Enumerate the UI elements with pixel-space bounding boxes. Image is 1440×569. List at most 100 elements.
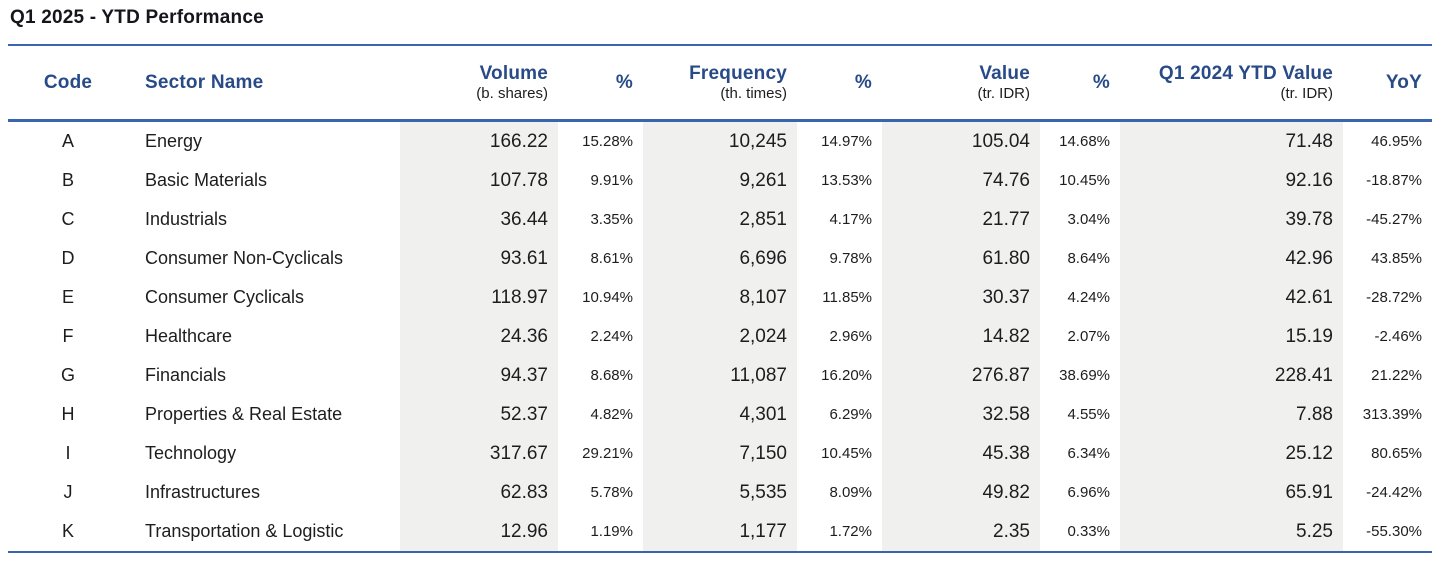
cell-value-pct: 2.07%	[1067, 328, 1110, 345]
cell-volume: 166.22	[400, 120, 558, 161]
cell-value-pct: 6.96%	[1067, 484, 1110, 501]
cell-yoy: -28.72%	[1366, 289, 1422, 306]
cell-sector: Industrials	[145, 209, 228, 229]
cell-q1-2024-ytd-value: 39.78	[1120, 200, 1343, 239]
column-header-code: Code	[8, 46, 128, 122]
column-header-sector-name: Sector Name	[128, 46, 400, 122]
cell-q1-2024-ytd-value: 92.16	[1120, 161, 1343, 200]
cell-frequency-pct: 6.29%	[829, 406, 872, 423]
sector-performance-table: Code Sector Name Volume (b. shares) % Fr…	[8, 46, 1432, 553]
cell-volume: 36.44	[400, 200, 558, 239]
cell-volume-pct: 15.28%	[582, 133, 633, 150]
cell-code: K	[61, 521, 74, 541]
cell-frequency-pct: 2.96%	[829, 328, 872, 345]
cell-value-pct: 4.55%	[1067, 406, 1110, 423]
cell-volume-pct: 4.82%	[590, 406, 633, 423]
cell-frequency: 7,150	[643, 434, 797, 473]
cell-volume-pct: 9.91%	[590, 172, 633, 189]
cell-volume-pct: 8.61%	[590, 250, 633, 267]
page-title: Q1 2025 - YTD Performance	[10, 7, 264, 28]
cell-q1-2024-ytd-value: 5.25	[1120, 512, 1343, 552]
cell-yoy: 313.39%	[1362, 406, 1422, 423]
cell-value-pct: 38.69%	[1059, 367, 1110, 384]
cell-sector: Energy	[145, 131, 203, 151]
cell-volume: 62.83	[400, 473, 558, 512]
table-row: H Properties & Real Estate 52.37 4.82% 4,301…	[8, 395, 1432, 434]
cell-value-pct: 3.04%	[1067, 211, 1110, 228]
cell-yoy: -18.87%	[1366, 172, 1422, 189]
cell-volume: 52.37	[400, 395, 558, 434]
cell-volume-pct: 1.19%	[590, 523, 633, 540]
cell-q1-2024-ytd-value: 42.96	[1120, 239, 1343, 278]
cell-frequency: 10,245	[643, 120, 797, 161]
column-unit-volume: (b. shares)	[476, 84, 548, 102]
cell-q1-2024-ytd-value: 7.88	[1120, 395, 1343, 434]
cell-volume: 94.37	[400, 356, 558, 395]
cell-value-pct: 6.34%	[1067, 445, 1110, 462]
cell-volume: 24.36	[400, 317, 558, 356]
top-rule	[8, 44, 1432, 46]
column-header-q1-2024-ytd-value: Q1 2024 YTD Value (tr. IDR)	[1120, 46, 1343, 122]
cell-frequency-pct: 8.09%	[829, 484, 872, 501]
cell-code: A	[61, 131, 74, 151]
cell-sector: Consumer Non-Cyclicals	[145, 248, 344, 268]
cell-volume-pct: 8.68%	[590, 367, 633, 384]
cell-sector: Infrastructures	[145, 482, 261, 502]
cell-q1-2024-ytd-value: 25.12	[1120, 434, 1343, 473]
column-unit-frequency: (th. times)	[720, 84, 787, 102]
cell-volume: 12.96	[400, 512, 558, 552]
cell-yoy: -55.30%	[1366, 523, 1422, 540]
cell-value: 21.77	[882, 200, 1040, 239]
cell-frequency: 6,696	[643, 239, 797, 278]
table-row: J Infrastructures 62.83 5.78% 5,535 8.09% 49.8…	[8, 473, 1432, 512]
cell-frequency-pct: 4.17%	[829, 211, 872, 228]
cell-yoy: 80.65%	[1371, 445, 1422, 462]
column-unit-value: (tr. IDR)	[977, 84, 1031, 102]
cell-code: F	[62, 326, 74, 346]
cell-volume-pct: 3.35%	[590, 211, 633, 228]
cell-frequency-pct: 9.78%	[829, 250, 872, 267]
cell-volume: 317.67	[400, 434, 558, 473]
cell-value-pct: 10.45%	[1059, 172, 1110, 189]
cell-sector: Transportation & Logistic	[145, 521, 344, 541]
cell-sector: Consumer Cyclicals	[145, 287, 305, 307]
cell-code: E	[61, 287, 74, 307]
cell-frequency: 11,087	[643, 356, 797, 395]
cell-code: D	[61, 248, 75, 268]
cell-volume: 93.61	[400, 239, 558, 278]
cell-sector: Basic Materials	[145, 170, 268, 190]
cell-value: 2.35	[882, 512, 1040, 552]
column-header-volume: Volume (b. shares)	[400, 46, 558, 122]
cell-value: 49.82	[882, 473, 1040, 512]
column-header-yoy: YoY	[1343, 46, 1432, 122]
cell-frequency: 5,535	[643, 473, 797, 512]
table-row: B Basic Materials 107.78 9.91% 9,261 13.53% 74…	[8, 161, 1432, 200]
cell-q1-2024-ytd-value: 228.41	[1120, 356, 1343, 395]
cell-frequency-pct: 14.97%	[821, 133, 872, 150]
table-row: D Consumer Non-Cyclicals 93.61 8.61% 6,696 9.…	[8, 239, 1432, 278]
cell-value: 276.87	[882, 356, 1040, 395]
cell-code: C	[61, 209, 75, 229]
cell-code: B	[61, 170, 74, 190]
cell-q1-2024-ytd-value: 65.91	[1120, 473, 1343, 512]
cell-code: G	[60, 365, 75, 385]
cell-frequency-pct: 16.20%	[821, 367, 872, 384]
cell-volume: 107.78	[400, 161, 558, 200]
cell-sector: Financials	[145, 365, 227, 385]
cell-frequency-pct: 13.53%	[821, 172, 872, 189]
cell-value: 105.04	[882, 120, 1040, 161]
cell-code: J	[63, 482, 73, 502]
cell-value-pct: 4.24%	[1067, 289, 1110, 306]
cell-sector: Healthcare	[145, 326, 233, 346]
cell-sector: Technology	[145, 443, 237, 463]
cell-frequency: 4,301	[643, 395, 797, 434]
column-unit-q1-2024-ytd-value: (tr. IDR)	[1280, 84, 1334, 102]
cell-value: 32.58	[882, 395, 1040, 434]
cell-frequency-pct: 1.72%	[829, 523, 872, 540]
column-header-frequency: Frequency (th. times)	[643, 46, 797, 122]
cell-yoy: 21.22%	[1371, 367, 1422, 384]
cell-yoy: -24.42%	[1366, 484, 1422, 501]
column-header-value-pct: %	[1040, 46, 1120, 122]
cell-yoy: 46.95%	[1371, 133, 1422, 150]
